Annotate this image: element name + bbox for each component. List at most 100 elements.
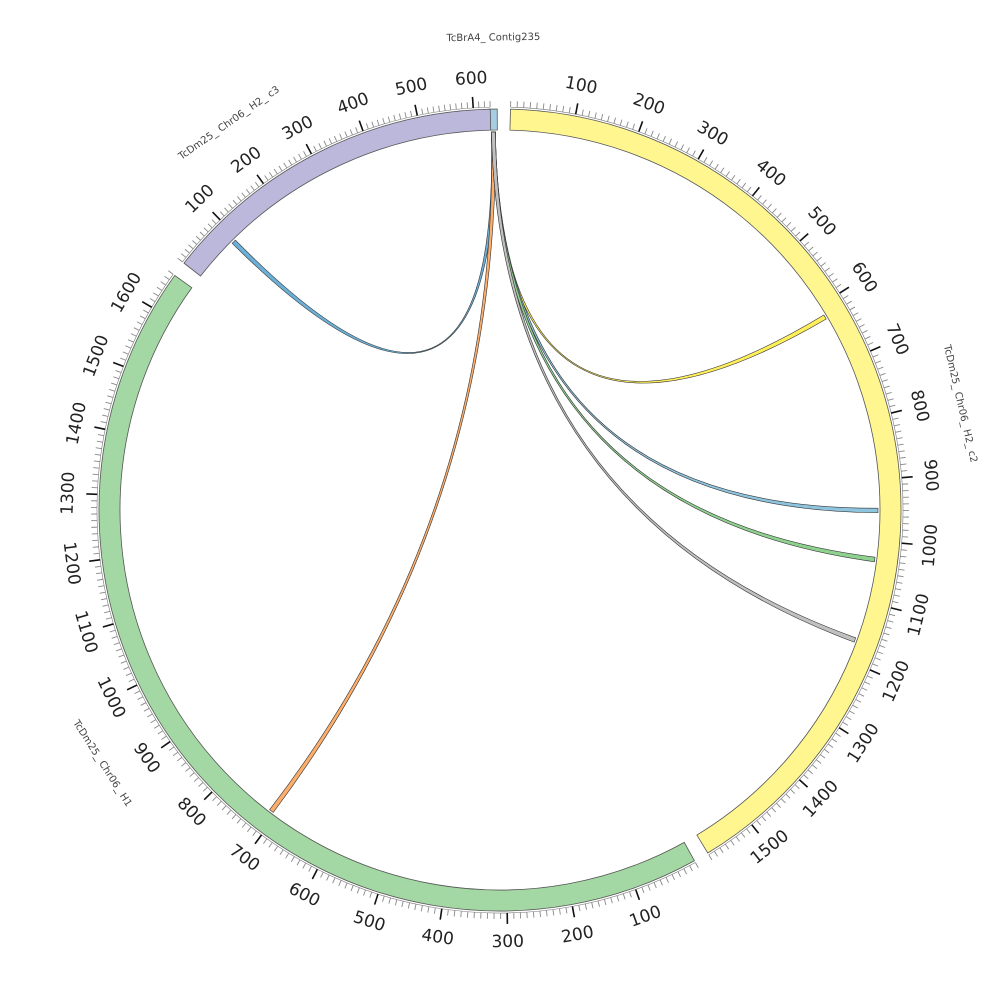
minor-tick [184,248,190,254]
minor-tick [98,585,105,588]
minor-tick [92,546,99,548]
minor-tick [134,690,141,695]
minor-tick [160,281,166,286]
minor-tick [709,160,714,167]
minor-tick [363,889,366,896]
link-c3-90 [231,131,496,354]
minor-tick [776,212,782,218]
minor-tick [816,759,822,764]
minor-tick [896,581,903,584]
minor-tick [559,908,561,915]
minor-tick [581,109,584,116]
minor-tick [622,893,626,900]
tick-label-c2: 600 [847,258,881,296]
major-tick [358,120,364,132]
minor-tick [147,713,153,718]
minor-tick [842,295,849,300]
minor-tick [156,286,163,291]
minor-tick [828,272,834,278]
minor-tick [102,414,109,417]
minor-tick [877,366,884,370]
minor-tick [542,103,545,110]
tick-label-c2: 1000 [919,523,942,568]
minor-tick [887,620,894,623]
minor-tick [803,774,809,780]
major-tick [799,232,809,242]
minor-tick [137,696,144,700]
minor-tick [326,874,330,881]
minor-tick [172,751,179,757]
minor-tick [861,330,868,334]
minor-tick [298,153,302,160]
minor-tick [105,617,112,620]
major-tick [890,409,903,414]
minor-tick [164,275,170,280]
tick-label-c3: 300 [279,112,317,145]
minor-tick [302,862,307,869]
minor-tick [420,905,423,912]
minor-tick [371,121,375,128]
minor-tick [794,784,800,790]
minor-tick [686,147,690,154]
minor-tick [855,699,862,703]
minor-tick [185,767,191,772]
major-tick [838,727,849,735]
minor-tick [365,123,369,130]
labels-layer: TcBrA4_ Contig23510020030040050060070080… [57,32,978,952]
minor-tick [644,128,648,135]
minor-tick [438,105,440,112]
minor-tick [858,324,865,328]
minor-tick [855,318,862,322]
minor-tick [785,793,791,799]
minor-tick [600,114,604,121]
minor-tick [720,167,725,174]
ticks-layer [86,96,913,924]
tick-label-c2: 400 [752,155,790,191]
minor-tick [143,309,149,314]
minor-tick [597,900,600,907]
tick-label-h1: 1400 [63,400,91,446]
minor-tick [835,283,842,288]
minor-tick [898,450,905,453]
tick-label-c3: 400 [334,89,371,119]
minor-tick [122,351,129,355]
minor-tick [832,278,838,283]
minor-tick [161,735,167,740]
minor-tick [549,104,551,111]
segment-label-h1: TcDm25_ Chr06_ H1 [70,717,134,808]
minor-tick [607,115,610,122]
major-tick [638,121,644,132]
minor-tick [180,253,187,258]
tick-label-h1: 1000 [92,674,129,722]
minor-tick [111,382,118,386]
minor-tick [128,678,135,683]
minor-tick [674,141,679,148]
major-tick [102,623,114,628]
minor-tick [790,226,796,232]
minor-tick [328,138,333,145]
minor-tick [168,746,175,751]
segment-c2 [509,108,902,854]
minor-tick [344,131,348,138]
minor-tick [404,112,407,119]
minor-tick [536,102,538,109]
minor-tick [288,159,293,166]
minor-tick [689,865,693,872]
minor-tick [895,588,902,591]
minor-tick [100,598,107,601]
minor-tick [625,121,629,128]
minor-tick [103,408,110,411]
minor-tick [382,895,385,902]
minor-tick [212,796,218,802]
minor-tick [224,207,229,213]
minor-tick [453,910,456,917]
minor-tick [99,591,106,594]
minor-tick [897,575,904,578]
tick-label-c2: 1500 [747,826,793,869]
minor-tick [578,905,581,912]
minor-tick [820,262,826,267]
tick-label-c3: 500 [393,74,429,100]
minor-tick [671,874,676,881]
minor-tick [588,110,591,117]
minor-tick [245,188,251,195]
